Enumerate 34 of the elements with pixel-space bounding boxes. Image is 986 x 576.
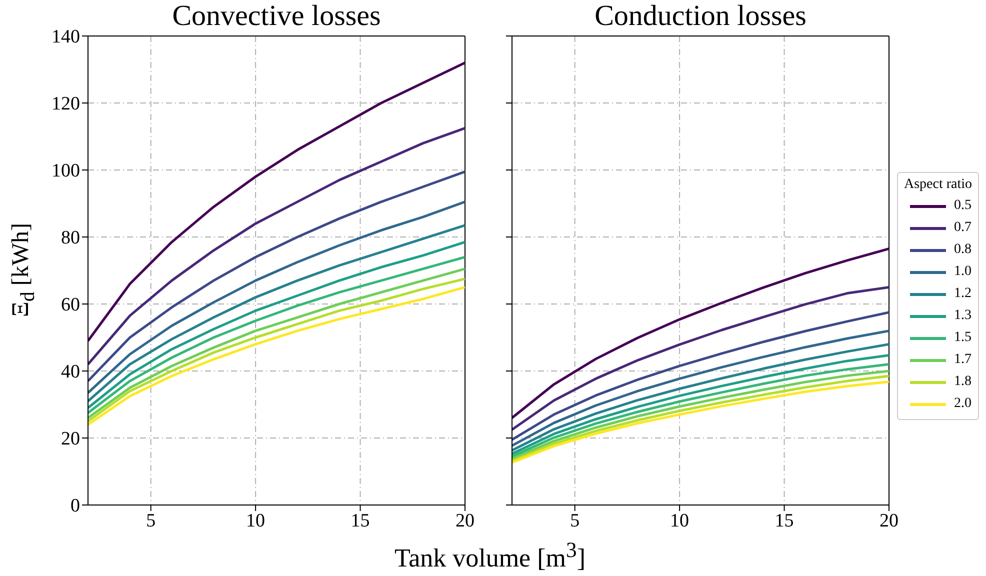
legend-label: 0.8 — [954, 242, 972, 258]
y-tick-label: 80 — [61, 228, 80, 249]
y-tick-label: 40 — [61, 362, 80, 383]
chart-title: Conduction losses — [594, 0, 808, 33]
legend-label: 0.7 — [954, 220, 972, 236]
y-tick-label: 100 — [52, 160, 80, 182]
x-tick-label: 10 — [670, 510, 690, 532]
x-tick-label: 5 — [570, 510, 580, 532]
legend-label: 1.7 — [954, 352, 972, 368]
x-tick-label: 15 — [774, 510, 794, 532]
legend-label: 0.5 — [954, 198, 972, 214]
line-series — [88, 62, 465, 342]
legend-label: 1.0 — [954, 264, 972, 280]
legend-label: 1.2 — [954, 286, 972, 302]
x-tick-label: 10 — [246, 510, 266, 532]
y-tick-label: 20 — [61, 428, 80, 450]
line-series — [88, 126, 465, 366]
y-tick-label: 60 — [61, 294, 80, 316]
legend-label: 2.0 — [954, 396, 972, 412]
chart-title: Convective losses — [171, 0, 382, 33]
legend-label: 1.3 — [954, 308, 972, 324]
x-tick-label: 5 — [146, 510, 156, 532]
y-tick-label: 140 — [52, 26, 80, 48]
legend-label: 1.8 — [954, 374, 972, 390]
line-series — [88, 170, 465, 382]
legend-label: 1.5 — [954, 330, 972, 346]
legend-title: Aspect ratio — [904, 177, 972, 193]
line-series — [88, 200, 465, 394]
x-axis-title: Tank volume [m$^{3}$] — [394, 538, 586, 574]
y-tick-label: 0 — [70, 496, 80, 517]
x-tick-label: 20 — [456, 510, 474, 532]
x-tick-label: 15 — [350, 510, 370, 532]
y-tick-label: 120 — [52, 94, 80, 115]
x-tick-label: 20 — [880, 510, 898, 532]
